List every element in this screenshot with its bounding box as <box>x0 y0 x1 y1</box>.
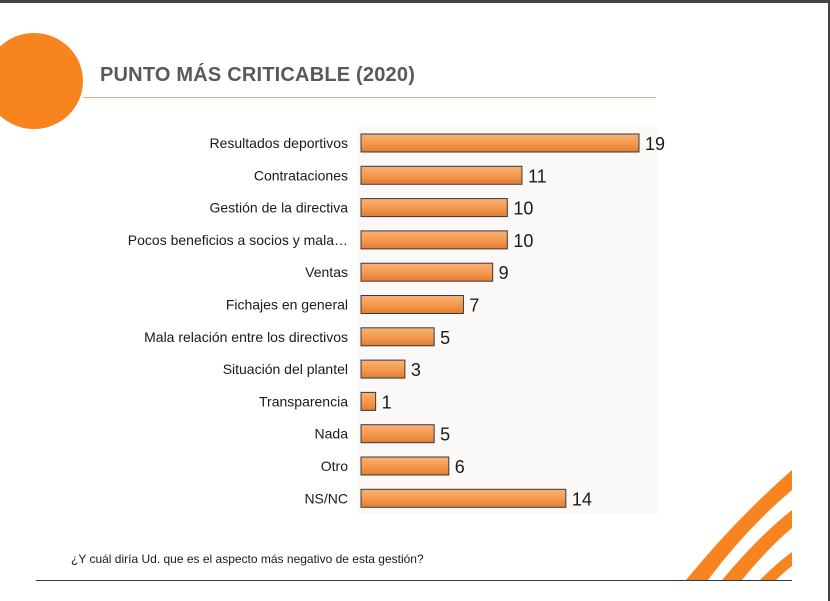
value-label: 10 <box>513 231 533 251</box>
bar <box>360 359 406 379</box>
bar <box>360 456 450 476</box>
category-label: Fichajes en general <box>226 297 348 313</box>
value-label: 14 <box>572 489 592 509</box>
decorative-orange-circle <box>0 33 83 129</box>
bar-group: Mala relación entre los directivos 5 <box>144 327 450 348</box>
bar-group: Nada 5 <box>315 424 450 445</box>
right-border <box>828 0 830 601</box>
value-label: 5 <box>440 328 450 348</box>
category-label: Contrataciones <box>254 167 348 183</box>
top-border <box>0 0 830 3</box>
category-label: Mala relación entre los directivos <box>144 329 348 345</box>
bar <box>360 424 435 444</box>
bar-group: Pocos beneficios a socios y mala… 10 <box>128 230 533 251</box>
bar-group: Contrataciones 11 <box>254 165 547 186</box>
value-label: 11 <box>528 166 547 186</box>
bar-group: NS/NC 14 <box>304 488 592 509</box>
category-label: Otro <box>321 458 348 474</box>
bar <box>360 165 523 185</box>
category-label: Transparencia <box>259 393 348 409</box>
value-label: 6 <box>455 457 465 477</box>
category-label: Ventas <box>305 264 348 280</box>
bottom-divider <box>36 580 792 581</box>
category-label: Gestión de la directiva <box>209 200 348 216</box>
value-label: 5 <box>440 425 450 445</box>
category-label: Pocos beneficios a socios y mala… <box>128 232 348 248</box>
bar <box>360 262 494 282</box>
value-label: 9 <box>499 263 509 283</box>
decorative-orange-stripes <box>686 470 792 580</box>
bar-group: Fichajes en general 7 <box>226 295 479 316</box>
bar <box>360 295 464 314</box>
survey-question: ¿Y cuál diría Ud. que es el aspecto más … <box>71 552 424 566</box>
value-label: 3 <box>411 360 421 380</box>
category-label: Resultados deportivos <box>209 135 348 151</box>
bar-group: Otro 6 <box>321 456 465 477</box>
category-label: Situación del plantel <box>223 361 348 377</box>
title-underline <box>83 97 656 98</box>
bar-group: Situación del plantel 3 <box>223 359 421 380</box>
value-label: 7 <box>469 296 479 316</box>
bar-group: Gestión de la directiva 10 <box>209 198 533 219</box>
bar <box>360 198 508 218</box>
value-label: 1 <box>382 392 392 412</box>
bar <box>360 230 508 250</box>
bar <box>360 391 377 411</box>
value-label: 19 <box>645 134 665 154</box>
bar-group: Resultados deportivos 19 <box>209 133 665 154</box>
category-label: NS/NC <box>304 490 348 506</box>
bar <box>360 327 435 347</box>
bar-group: Ventas 9 <box>305 262 509 283</box>
bar <box>360 488 567 508</box>
page-title: PUNTO MÁS CRITICABLE (2020) <box>100 64 416 86</box>
value-label: 10 <box>513 199 533 219</box>
category-label: Nada <box>315 426 349 442</box>
bar <box>360 133 640 153</box>
bar-group: Transparencia 1 <box>259 391 392 412</box>
chart-background <box>357 126 657 515</box>
